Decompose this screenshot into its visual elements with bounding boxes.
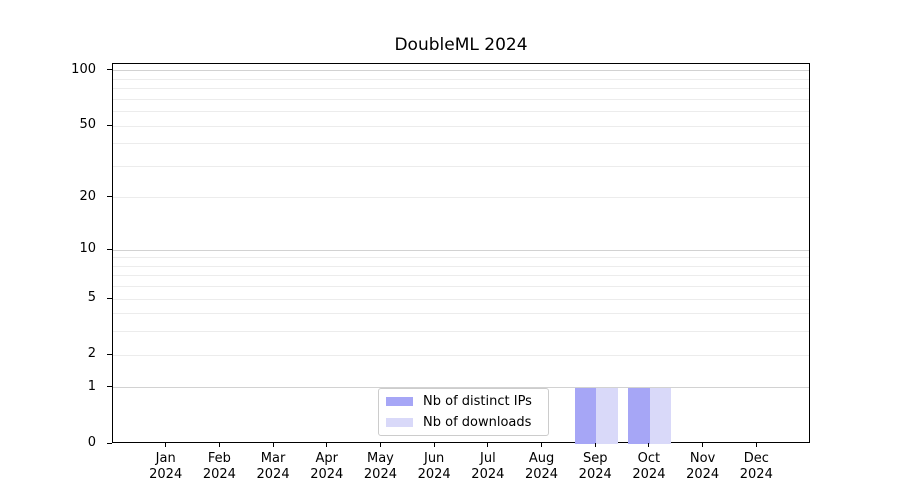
x-tick-mark: [218, 443, 220, 447]
x-tick-month: Mar: [260, 451, 286, 466]
y-tick-mark: [107, 442, 112, 444]
x-tick-month: Feb: [207, 451, 231, 466]
y-gridline-minor: [113, 275, 809, 277]
x-tick-mark: [702, 443, 704, 447]
x-tick-year: 2024: [256, 467, 290, 482]
x-tick-mark: [487, 443, 489, 447]
x-tick-year: 2024: [739, 467, 773, 482]
x-tick-mark: [648, 443, 650, 447]
y-gridline-minor: [113, 88, 809, 90]
y-tick-label: 1: [87, 378, 96, 394]
x-tick-label-jun: Jun 2024: [398, 451, 470, 483]
x-tick-mark: [272, 443, 274, 447]
y-gridline-minor: [113, 265, 809, 267]
x-tick-label-dec: Dec 2024: [720, 451, 792, 483]
x-tick-label-may: May 2024: [344, 451, 416, 483]
x-tick-year: 2024: [686, 467, 720, 482]
y-gridline-minor: [113, 197, 809, 199]
y-gridline-minor: [113, 78, 809, 80]
legend-item-distinct-ips: Nb of distinct IPs: [386, 394, 548, 409]
bar-downloads-sep: [596, 387, 618, 444]
x-tick-label-oct: Oct 2024: [613, 451, 685, 483]
y-gridline-minor: [113, 98, 809, 100]
chart-title: DoubleML 2024: [394, 35, 528, 55]
x-tick-year: 2024: [632, 467, 666, 482]
x-tick-mark: [755, 443, 757, 447]
x-tick-year: 2024: [578, 467, 612, 482]
y-tick-mark: [107, 124, 112, 126]
x-tick-label-apr: Apr 2024: [291, 451, 363, 483]
y-gridline-minor: [113, 143, 809, 145]
bar-distinct-ips-sep: [574, 387, 597, 444]
legend-swatch-distinct-ips: [386, 397, 413, 407]
x-tick-month: Apr: [315, 451, 339, 466]
x-tick-mark: [326, 443, 328, 447]
x-tick-month: May: [367, 451, 394, 466]
x-tick-mark: [594, 443, 596, 447]
x-tick-month: Jan: [155, 451, 176, 466]
x-tick-mark: [165, 443, 167, 447]
x-tick-label-feb: Feb 2024: [183, 451, 255, 483]
legend-item-downloads: Nb of downloads: [386, 415, 548, 430]
x-tick-month: Nov: [689, 451, 716, 466]
x-tick-year: 2024: [202, 467, 236, 482]
y-tick-label: 50: [79, 117, 96, 133]
y-tick-mark: [107, 353, 112, 355]
legend-swatch-downloads: [386, 417, 413, 427]
y-tick-mark: [107, 69, 112, 71]
y-gridline-minor: [113, 313, 809, 315]
x-tick-label-sep: Sep 2024: [559, 451, 631, 483]
y-gridline-major: [113, 70, 809, 72]
x-tick-year: 2024: [363, 467, 397, 482]
x-tick-mark: [379, 443, 381, 447]
y-tick-mark: [107, 248, 112, 250]
x-tick-year: 2024: [524, 467, 559, 482]
y-gridline-major: [113, 387, 809, 389]
x-tick-mark: [433, 443, 435, 447]
x-tick-year: 2024: [310, 467, 344, 482]
x-tick-label-nov: Nov 2024: [667, 451, 739, 483]
x-tick-month: Sep: [582, 451, 608, 466]
y-gridline-minor: [113, 354, 809, 356]
y-gridline-minor: [113, 257, 809, 259]
y-gridline-minor: [113, 331, 809, 333]
y-tick-label: 100: [71, 61, 96, 77]
x-tick-label-aug: Aug 2024: [506, 451, 578, 483]
x-tick-month: Jun: [423, 451, 445, 466]
legend: Nb of distinct IPs Nb of downloads: [378, 388, 549, 436]
x-tick-year: 2024: [471, 467, 505, 482]
x-tick-label-jan: Jan 2024: [130, 451, 202, 483]
x-tick-label-jul: Jul 2024: [452, 451, 524, 483]
y-tick-mark: [107, 297, 112, 299]
x-tick-month: Jul: [480, 451, 496, 466]
x-tick-month: Oct: [637, 451, 661, 466]
y-tick-mark: [107, 386, 112, 388]
bar-distinct-ips-oct: [628, 387, 650, 444]
bar-downloads-oct: [649, 387, 672, 444]
x-tick-month: Aug: [528, 451, 555, 466]
y-gridline-minor: [113, 165, 809, 167]
y-gridline-minor: [113, 286, 809, 288]
x-tick-year: 2024: [417, 467, 451, 482]
y-gridline-minor: [113, 125, 809, 127]
y-gridline-minor: [113, 111, 809, 113]
legend-label-distinct-ips: Nb of distinct IPs: [423, 394, 532, 410]
plot-area: [112, 63, 810, 444]
x-tick-label-mar: Mar 2024: [237, 451, 309, 483]
x-tick-mark: [541, 443, 543, 447]
y-tick-label: 20: [79, 188, 96, 204]
legend-label-downloads: Nb of downloads: [423, 414, 532, 430]
y-tick-label: 10: [79, 241, 96, 257]
y-gridline-major: [113, 249, 809, 251]
x-tick-year: 2024: [149, 467, 183, 482]
y-tick-mark: [107, 196, 112, 198]
y-tick-label: 2: [87, 346, 96, 362]
x-tick-month: Dec: [743, 451, 769, 466]
y-tick-label: 5: [87, 290, 96, 306]
y-gridline-minor: [113, 298, 809, 300]
y-tick-label: 0: [87, 435, 96, 450]
